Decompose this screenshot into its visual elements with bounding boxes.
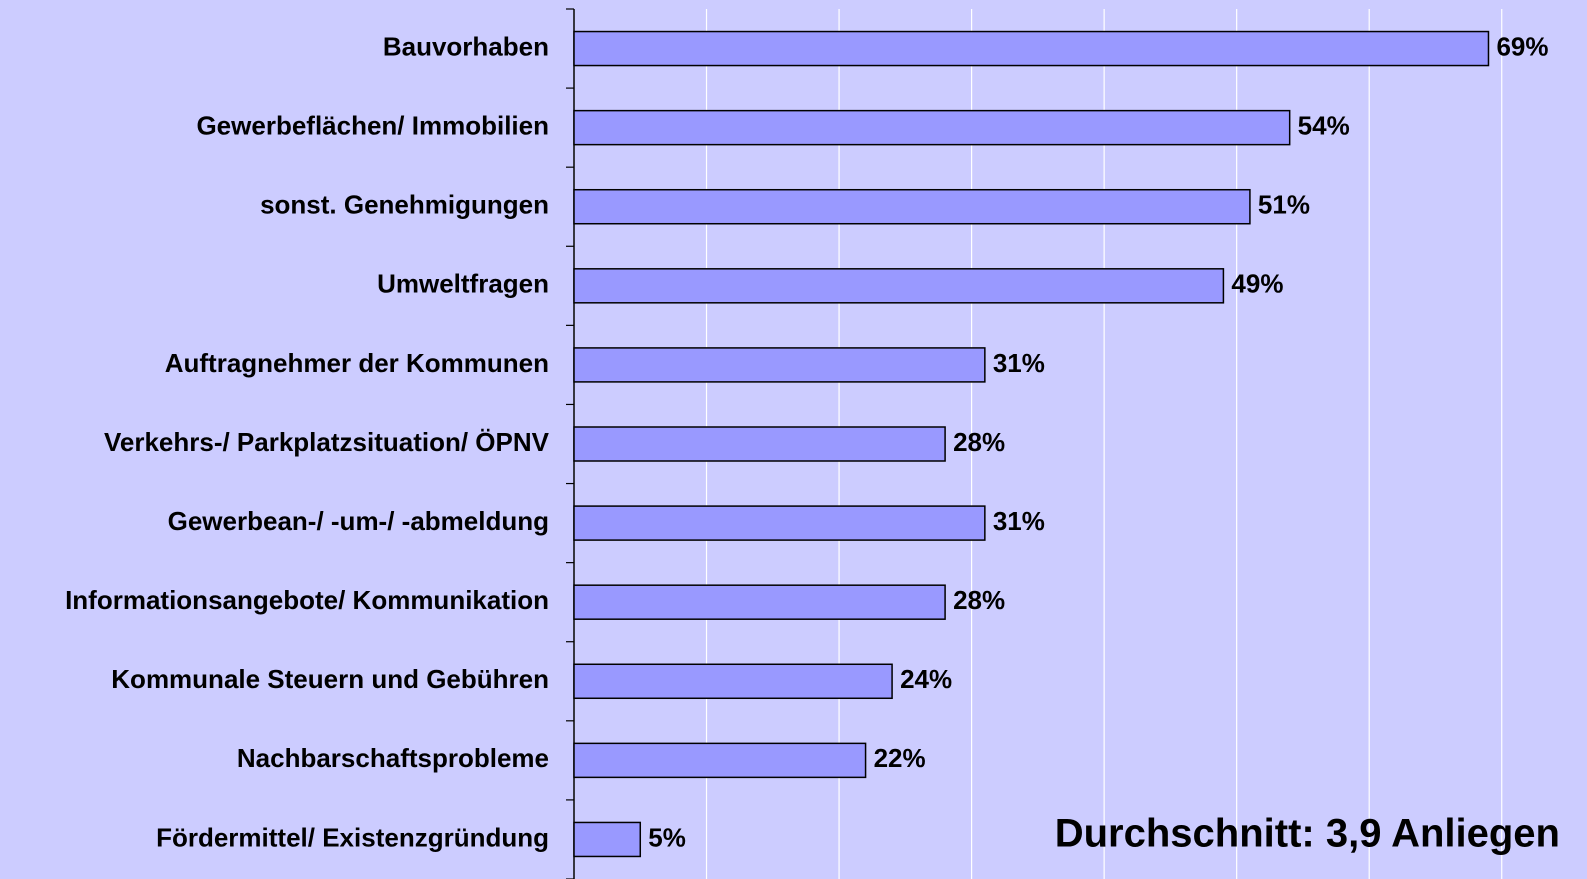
bar	[573, 821, 642, 858]
category-label: sonst. Genehmigungen	[260, 190, 549, 220]
value-label: 54%	[1298, 111, 1350, 141]
bar	[573, 268, 1225, 304]
value-label: 24%	[900, 664, 952, 694]
category-label: Fördermittel/ Existenzgründung	[156, 822, 549, 852]
annotation: Durchschnitt: 3,9 Anliegen	[1055, 812, 1560, 856]
value-label: 22%	[874, 743, 926, 773]
category-label: Bauvorhaben	[383, 31, 549, 61]
bar	[573, 663, 893, 700]
category-label: Gewerbeflächen/ Immobilien	[196, 111, 549, 141]
bar	[573, 505, 986, 541]
bar	[573, 426, 946, 462]
value-label: 31%	[993, 506, 1045, 536]
bar	[573, 188, 1251, 225]
value-label: 51%	[1258, 190, 1310, 220]
category-label: Nachbarschaftsprobleme	[237, 743, 549, 773]
category-label: Gewerbean-/ -um-/ -abmeldung	[168, 506, 549, 536]
value-label: 69%	[1496, 31, 1548, 61]
bar	[573, 742, 867, 779]
category-label: Informationsangebote/ Kommunikation	[65, 585, 549, 615]
bar	[573, 30, 1490, 67]
category-label: Umweltfragen	[377, 269, 549, 299]
value-label: 5%	[648, 822, 686, 852]
value-label: 49%	[1231, 269, 1283, 299]
category-label: Kommunale Steuern und Gebühren	[111, 664, 549, 694]
bar	[573, 109, 1291, 146]
value-label: 28%	[953, 585, 1005, 615]
value-label: 31%	[993, 348, 1045, 378]
value-label: 28%	[953, 427, 1005, 457]
category-label: Auftragnehmer der Kommunen	[165, 348, 549, 378]
bar	[573, 347, 986, 383]
bar	[573, 584, 946, 620]
category-label: Verkehrs-/ Parkplatzsituation/ ÖPNV	[104, 427, 550, 457]
